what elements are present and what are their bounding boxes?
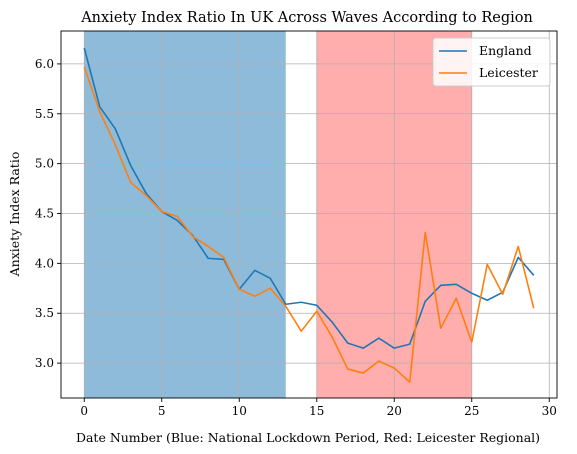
legend-label-england: England xyxy=(479,43,532,58)
x-tick-label: 5 xyxy=(158,404,166,418)
x-axis-label: Date Number (Blue: National Lockdown Per… xyxy=(76,430,540,445)
y-tick-label: 5.0 xyxy=(35,157,54,171)
x-tick-label: 0 xyxy=(80,404,88,418)
plot-frame xyxy=(60,30,558,399)
y-tick-label: 3.0 xyxy=(35,356,54,370)
legend-box xyxy=(432,37,551,87)
legend-label-leicester: Leicester xyxy=(479,65,538,80)
x-tick-label: 10 xyxy=(232,404,247,418)
y-tick-label: 5.5 xyxy=(35,107,54,121)
national-lockdown-region xyxy=(84,31,286,398)
y-tick-label: 3.5 xyxy=(35,306,54,320)
y-axis-label: Anxiety Index Ratio xyxy=(7,152,22,278)
y-tick-label: 4.5 xyxy=(35,207,54,221)
plot-area: 0 5 10 15 20 25 30 3.0 3.5 4.0 4.5 5.0 5.5 6.0 England… xyxy=(35,30,558,418)
x-tick-label: 20 xyxy=(387,404,402,418)
x-tick-label: 15 xyxy=(309,404,324,418)
chart-title: Anxiety Index Ratio In UK Across Waves A… xyxy=(80,10,533,26)
series-line-leicester xyxy=(83,66,535,383)
y-tick-label: 6.0 xyxy=(35,57,54,71)
y-tick-label: 4.0 xyxy=(35,256,54,270)
x-tick-label: 30 xyxy=(542,404,557,418)
x-tick-label: 25 xyxy=(464,404,479,418)
